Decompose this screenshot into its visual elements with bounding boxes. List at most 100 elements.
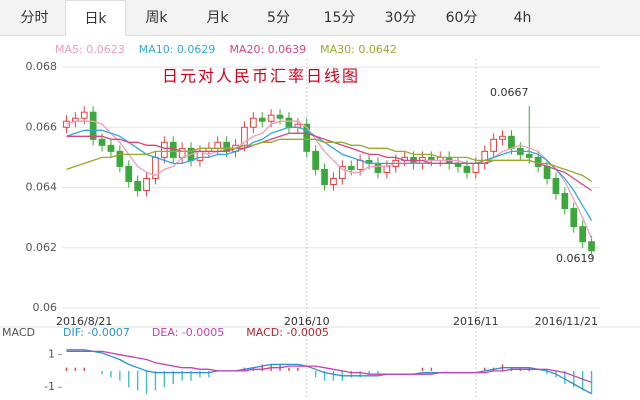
candle-body xyxy=(321,168,328,185)
y-tick-label: 0.066 xyxy=(26,120,58,133)
candle-body xyxy=(169,141,177,158)
macd-bar xyxy=(350,370,352,378)
macd-bar xyxy=(261,364,263,371)
candle-body xyxy=(579,226,586,243)
candle-body xyxy=(214,141,222,149)
candle-body xyxy=(267,114,275,122)
macd-bar xyxy=(199,370,201,378)
tab[interactable]: 周k xyxy=(145,10,168,26)
candle-body xyxy=(588,241,595,252)
candle-body xyxy=(178,147,186,158)
legend-entry: MA5: 0.0623 xyxy=(55,43,125,56)
macd-bar xyxy=(546,370,548,375)
legend-entry: DEA: -0.0005 xyxy=(152,326,224,339)
candle-body xyxy=(80,111,88,119)
legend-entry: MA20: 0.0639 xyxy=(229,43,306,56)
macd-bar xyxy=(430,367,433,371)
tab[interactable]: 日k xyxy=(65,0,126,36)
macd-line xyxy=(66,349,592,395)
tab[interactable]: 60分 xyxy=(445,10,478,26)
y-tick-label: 0.064 xyxy=(26,181,58,194)
high-label: 0.0667 xyxy=(490,86,529,99)
x-tick-label: 2016/8/21 xyxy=(56,315,112,328)
macd-label: MACD xyxy=(2,326,35,339)
candle-body xyxy=(490,138,497,152)
legend-entry: MACD: -0.0005 xyxy=(246,326,329,339)
macd-bar xyxy=(359,370,361,378)
macd-bar xyxy=(377,370,379,375)
macd-bar xyxy=(368,370,370,375)
ma-line xyxy=(66,138,592,183)
candle-body xyxy=(312,150,319,170)
legend-entry: DIF: -0.0007 xyxy=(63,326,130,339)
candle-body xyxy=(303,123,311,152)
candle-body xyxy=(374,162,382,173)
candle-body xyxy=(383,165,391,173)
x-tick-label: 2016/10 xyxy=(284,315,330,328)
candle-body xyxy=(347,165,355,170)
candle-body xyxy=(561,193,569,210)
macd-bar xyxy=(564,370,566,384)
macd-bar xyxy=(145,370,148,394)
candle-body xyxy=(161,141,168,158)
y-tick-label: 0.06 xyxy=(33,301,58,314)
candle-body xyxy=(499,135,506,140)
tab[interactable]: 15分 xyxy=(323,10,356,26)
macd-bar xyxy=(74,367,77,371)
chart-title: 日元对人民币汇率日线图 xyxy=(162,67,360,86)
tab[interactable]: 5分 xyxy=(267,10,290,26)
macd-bar xyxy=(83,367,85,371)
candle-body xyxy=(125,165,133,182)
macd-bar xyxy=(65,367,68,371)
candle-body xyxy=(107,144,115,152)
legend-entry: MA10: 0.0629 xyxy=(139,43,216,56)
candle-body xyxy=(534,156,542,167)
macd-bar xyxy=(154,370,157,391)
macd-bar xyxy=(297,367,299,371)
y-tick-label: 1 xyxy=(48,348,55,361)
tab[interactable]: 30分 xyxy=(384,10,417,26)
macd-bar xyxy=(101,370,103,375)
macd-bar xyxy=(573,370,575,388)
macd-bar xyxy=(323,370,326,381)
tab[interactable]: 分时 xyxy=(20,10,49,26)
candle-body xyxy=(276,114,284,119)
tab-bar: 分时 日k 周k 月k 5分 15分 30分 60分 4h xyxy=(0,0,640,36)
x-tick-label: 2016/11 xyxy=(453,315,499,328)
candle-body xyxy=(463,165,471,173)
legend-entry: MA30: 0.0642 xyxy=(320,43,397,56)
candle-body xyxy=(134,180,141,192)
macd-bar xyxy=(208,370,210,378)
candle-body xyxy=(356,159,364,170)
ma-line xyxy=(66,126,593,221)
candle-body xyxy=(63,120,70,128)
candle-body xyxy=(543,165,551,179)
y-tick-label: -1 xyxy=(44,380,55,393)
macd-bar xyxy=(128,370,130,388)
candle-body xyxy=(525,153,533,158)
candle-body xyxy=(472,162,480,173)
candle-body xyxy=(552,177,560,195)
candle-body xyxy=(250,117,257,128)
macd-bar xyxy=(119,370,121,381)
macd-bar xyxy=(136,370,139,391)
candle-body xyxy=(339,165,346,179)
macd-bar xyxy=(172,370,174,384)
last-label: 0.0619 xyxy=(556,252,595,265)
candle-body xyxy=(98,138,106,146)
macd-bar xyxy=(421,367,424,371)
candle-body xyxy=(508,135,515,149)
macd-line xyxy=(66,350,592,383)
macd-bar xyxy=(484,367,486,371)
macd-bar xyxy=(314,370,317,378)
candle-body xyxy=(143,177,150,192)
tab[interactable]: 4h xyxy=(513,10,532,26)
candle-body xyxy=(116,150,124,167)
tab[interactable]: 月k xyxy=(206,10,229,26)
candle-body xyxy=(89,111,97,140)
ma-line xyxy=(66,120,593,239)
macd-bar xyxy=(190,370,192,381)
y-tick-label: 0.068 xyxy=(26,60,58,73)
